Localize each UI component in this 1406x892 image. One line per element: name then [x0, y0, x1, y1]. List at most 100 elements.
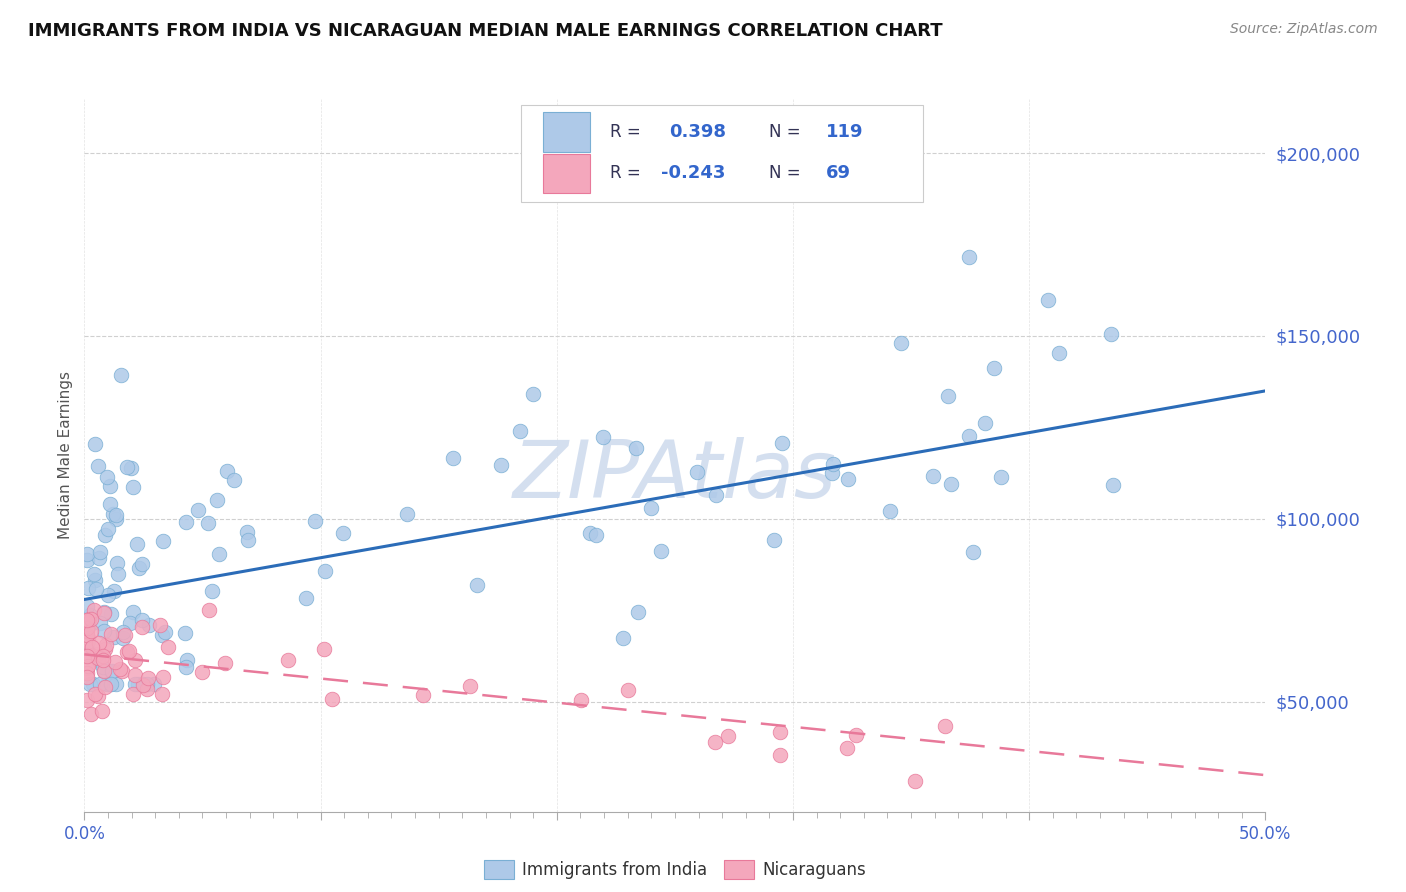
- Point: [627, 605, 650, 619]
- Point: [149, 617, 172, 632]
- Point: [94, 528, 117, 542]
- Point: [76, 693, 98, 707]
- Point: [87, 651, 110, 665]
- Point: [174, 625, 197, 640]
- Point: [110, 368, 132, 382]
- Text: 69: 69: [827, 164, 851, 182]
- Point: [132, 676, 155, 690]
- Point: [84, 687, 107, 701]
- Point: [86, 653, 108, 667]
- Point: [83, 603, 105, 617]
- Point: [585, 528, 607, 542]
- Point: [83, 573, 105, 587]
- Point: [83, 566, 105, 581]
- Point: [93, 664, 115, 678]
- Point: [97, 522, 120, 536]
- Point: [104, 512, 127, 526]
- Point: [79, 676, 101, 690]
- Point: [957, 429, 980, 443]
- Point: [93, 665, 115, 679]
- Legend: Immigrants from India, Nicaraguans: Immigrants from India, Nicaraguans: [477, 853, 873, 886]
- Point: [412, 688, 434, 702]
- Point: [87, 458, 110, 473]
- Point: [91, 659, 114, 673]
- Text: R =: R =: [610, 164, 641, 182]
- Text: -0.243: -0.243: [661, 164, 725, 182]
- Point: [198, 603, 221, 617]
- Point: [125, 537, 148, 551]
- Point: [131, 613, 153, 627]
- Point: [124, 668, 146, 682]
- Point: [222, 473, 245, 487]
- Point: [939, 477, 962, 491]
- Point: [93, 607, 115, 621]
- Bar: [543, 153, 591, 193]
- Point: [686, 465, 709, 479]
- Point: [835, 741, 858, 756]
- Point: [990, 470, 1012, 484]
- Point: [111, 625, 134, 640]
- Point: [103, 584, 125, 599]
- Point: [82, 676, 104, 690]
- Point: [76, 613, 98, 627]
- Point: [91, 653, 114, 667]
- Point: [76, 628, 98, 642]
- Point: [76, 632, 98, 646]
- Point: [136, 671, 159, 685]
- Point: [131, 620, 153, 634]
- Point: [80, 640, 103, 654]
- Point: [94, 680, 117, 694]
- Point: [704, 488, 727, 502]
- Point: [79, 608, 101, 623]
- Point: [1102, 478, 1125, 492]
- Point: [76, 633, 98, 648]
- Point: [904, 774, 927, 789]
- Point: [100, 664, 122, 678]
- Point: [101, 665, 124, 679]
- Point: [76, 620, 98, 634]
- Point: [91, 704, 114, 718]
- Text: N =: N =: [769, 164, 801, 182]
- Point: [79, 624, 101, 639]
- Point: [769, 748, 792, 763]
- Point: [640, 500, 662, 515]
- Point: [983, 361, 1005, 376]
- Point: [112, 631, 135, 645]
- Point: [191, 665, 214, 680]
- Point: [703, 735, 725, 749]
- Point: [522, 387, 544, 401]
- Point: [312, 641, 335, 656]
- Point: [76, 670, 98, 684]
- Point: [617, 683, 640, 698]
- Bar: [543, 112, 591, 152]
- Point: [76, 660, 98, 674]
- Point: [304, 514, 326, 528]
- Point: [214, 656, 236, 670]
- Point: [96, 676, 118, 690]
- Point: [890, 336, 912, 351]
- Point: [93, 605, 115, 619]
- Point: [80, 612, 103, 626]
- Point: [105, 556, 128, 570]
- Point: [87, 636, 110, 650]
- Point: [396, 507, 419, 521]
- Point: [91, 649, 114, 664]
- Point: [111, 665, 134, 679]
- FancyBboxPatch shape: [522, 105, 922, 202]
- Point: [150, 687, 173, 701]
- Text: ZIPAtlas: ZIPAtlas: [513, 437, 837, 516]
- Point: [845, 728, 868, 742]
- Point: [96, 638, 118, 652]
- Point: [76, 649, 98, 664]
- Point: [837, 473, 859, 487]
- Point: [579, 525, 602, 540]
- Point: [100, 627, 122, 641]
- Point: [84, 437, 107, 451]
- Point: [93, 624, 115, 639]
- Point: [176, 660, 198, 674]
- Point: [87, 550, 110, 565]
- Point: [208, 547, 231, 561]
- Point: [717, 729, 740, 743]
- Point: [86, 690, 108, 704]
- Point: [821, 458, 844, 472]
